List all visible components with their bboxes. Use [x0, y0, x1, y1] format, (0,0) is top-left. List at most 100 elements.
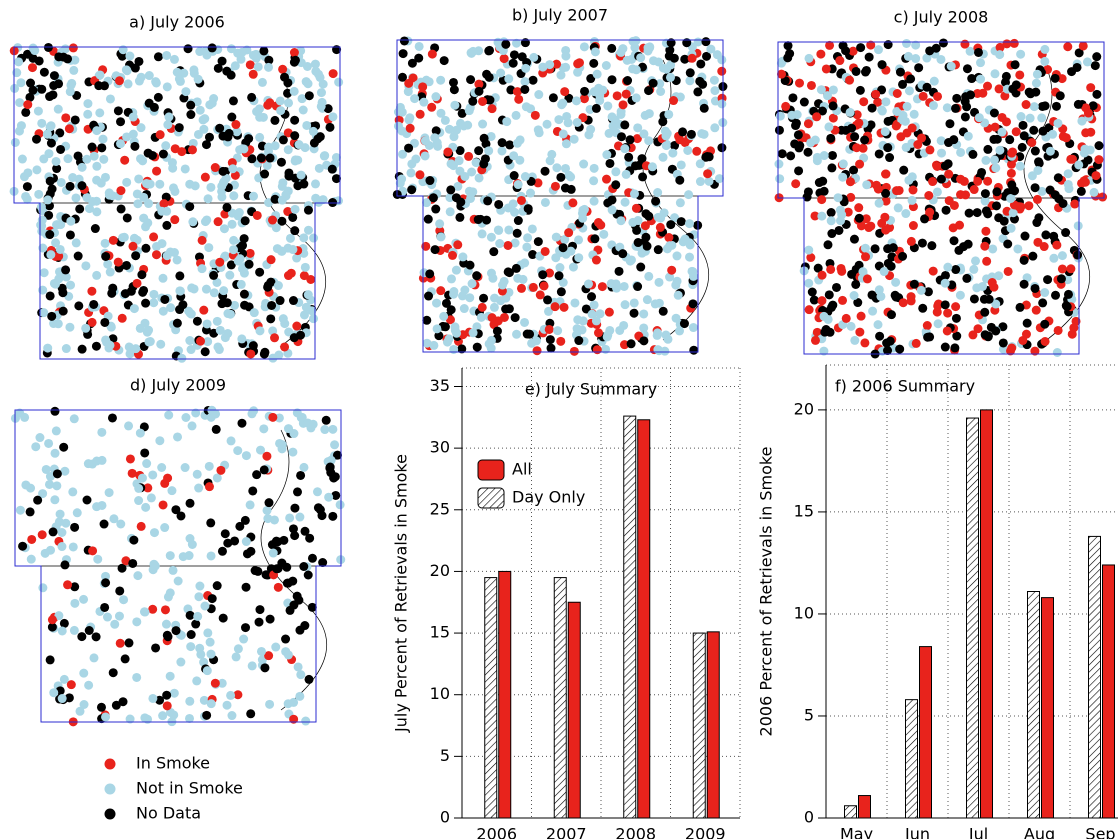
map-point — [484, 339, 494, 349]
map-point — [206, 182, 216, 192]
map-point — [473, 215, 483, 225]
map-point — [15, 505, 25, 515]
map-point — [810, 211, 820, 221]
map-point — [64, 693, 74, 703]
map-point — [653, 245, 663, 255]
map-point — [213, 217, 223, 227]
map-point — [499, 312, 509, 322]
map-point — [144, 71, 154, 81]
map-point — [692, 146, 702, 156]
map-point — [440, 115, 450, 125]
map-point — [420, 151, 430, 161]
map-point — [225, 270, 235, 280]
map-point — [931, 43, 941, 53]
map-point — [544, 324, 554, 334]
map-point — [961, 190, 971, 200]
map-point — [648, 56, 658, 66]
map-point — [301, 302, 311, 312]
map-point — [313, 134, 323, 144]
map-point — [250, 566, 260, 576]
map-point — [572, 117, 582, 127]
map-point — [431, 92, 441, 102]
map-point — [1050, 73, 1060, 83]
map-point — [393, 121, 403, 131]
map-point — [233, 644, 243, 654]
map-point — [95, 108, 105, 118]
map-point — [236, 54, 246, 64]
map-point — [1069, 323, 1079, 333]
map-point — [167, 486, 177, 496]
map-point — [936, 174, 946, 184]
map-point — [864, 52, 874, 62]
map-point — [881, 169, 891, 179]
map-point — [644, 86, 654, 96]
x-tick-label: 2006 — [476, 825, 517, 839]
map-point — [288, 447, 298, 457]
map-point — [149, 289, 159, 299]
map-point — [14, 57, 24, 67]
map-point — [226, 70, 236, 80]
map-point — [846, 321, 856, 331]
map-point — [644, 211, 654, 221]
map-point — [710, 123, 720, 133]
map-point — [550, 181, 560, 191]
map-point — [284, 327, 294, 337]
map-point — [969, 264, 979, 274]
map-point — [907, 195, 917, 205]
map-point — [664, 51, 674, 61]
map-point — [589, 58, 599, 68]
map-point — [169, 54, 179, 64]
map-point — [105, 94, 115, 104]
map-point — [616, 216, 626, 226]
map-point — [124, 421, 134, 431]
map-point — [288, 212, 298, 222]
map-point — [640, 221, 650, 231]
map-point — [395, 178, 405, 188]
map-point — [187, 539, 197, 549]
chart-title: e) July Summary — [525, 380, 657, 399]
map-point — [445, 207, 455, 217]
map-point — [37, 84, 47, 94]
map-point — [30, 46, 40, 56]
map-point — [226, 44, 236, 54]
map-point — [117, 313, 127, 323]
map-point — [114, 611, 124, 621]
map-point — [152, 166, 162, 176]
map-point — [289, 333, 299, 343]
map-point — [270, 333, 280, 343]
map-point — [331, 490, 341, 500]
map-point — [520, 172, 530, 182]
map-point — [79, 594, 89, 604]
map-point — [292, 253, 302, 263]
map-point — [503, 267, 513, 277]
map-point — [1041, 230, 1051, 240]
map-point — [661, 131, 671, 141]
map-point — [108, 668, 118, 678]
map-point — [495, 239, 505, 249]
map-point — [569, 346, 579, 356]
map-point — [33, 495, 43, 505]
map-point — [46, 138, 56, 148]
map-point — [474, 173, 484, 183]
map-point — [860, 67, 870, 77]
map-point — [467, 279, 477, 289]
map-point — [72, 508, 82, 518]
legend-swatch — [477, 459, 505, 481]
map-point — [251, 53, 261, 63]
map-point — [534, 90, 544, 100]
map-point — [1015, 70, 1025, 80]
bar — [858, 795, 871, 819]
map-point — [212, 316, 222, 326]
map-point — [129, 304, 139, 314]
map-point — [806, 80, 816, 90]
map-point — [56, 177, 66, 187]
map-point — [97, 500, 107, 510]
map-point — [952, 93, 962, 103]
map-point — [670, 141, 680, 151]
map-point — [35, 433, 45, 443]
map-point — [566, 246, 576, 256]
map-point — [929, 76, 939, 86]
map-point — [155, 179, 165, 189]
map-point — [455, 212, 465, 222]
map-point — [951, 265, 961, 275]
